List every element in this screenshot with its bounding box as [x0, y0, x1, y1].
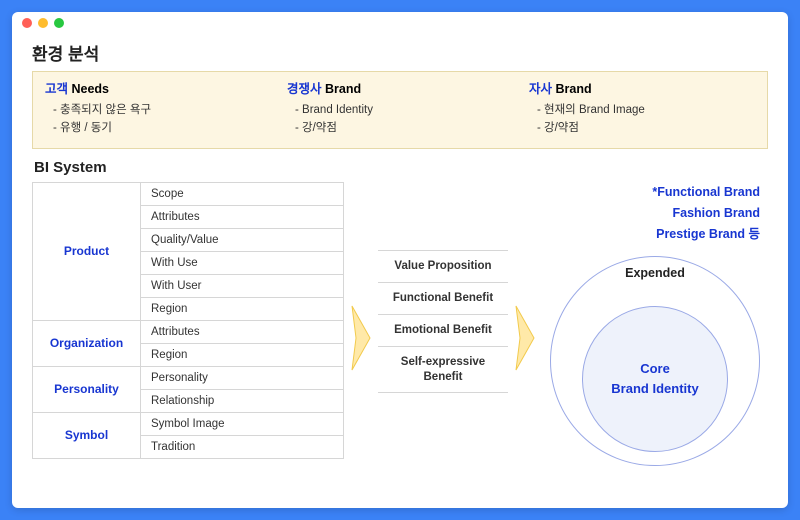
matrix-cells: Symbol ImageTradition — [141, 413, 343, 458]
chevron-right-icon — [514, 302, 536, 374]
brand-type-item: Fashion Brand — [542, 203, 760, 224]
matrix-cell: Region — [141, 297, 343, 320]
expanded-label: Expended — [545, 266, 765, 280]
content-area: 환경 분석 고객 Needs - 충족되지 않은 욕구 - 유행 / 동기 경쟁… — [12, 34, 788, 508]
env-analysis-box: 고객 Needs - 충족되지 않은 욕구 - 유행 / 동기 경쟁사 Bran… — [32, 71, 768, 149]
env-item: - 강/약점 — [529, 119, 755, 137]
brand-types-list: *Functional BrandFashion BrandPrestige B… — [542, 182, 768, 246]
env-item: - 충족되지 않은 욕구 — [45, 101, 271, 119]
env-item: - 유행 / 동기 — [45, 119, 271, 137]
env-col-own: 자사 Brand - 현재의 Brand Image - 강/약점 — [521, 78, 763, 138]
identity-column: *Functional BrandFashion BrandPrestige B… — [542, 182, 768, 466]
arrow-2 — [512, 182, 538, 374]
titlebar — [12, 12, 788, 34]
section2-title: BI System — [34, 159, 768, 176]
env-item: - 강/약점 — [287, 119, 513, 137]
chevron-right-icon — [350, 302, 372, 374]
matrix-cell: Relationship — [141, 389, 343, 412]
env-item: - Brand Identity — [287, 101, 513, 119]
matrix-row: ProductScopeAttributesQuality/ValueWith … — [33, 182, 343, 320]
env-title: 경쟁사 Brand — [287, 78, 513, 97]
matrix-row: SymbolSymbol ImageTradition — [33, 412, 343, 458]
window-max-dot[interactable] — [54, 18, 64, 28]
matrix-cell: With Use — [141, 251, 343, 274]
matrix-category: Organization — [33, 321, 141, 366]
matrix-row: OrganizationAttributesRegion — [33, 320, 343, 366]
matrix-cells: ScopeAttributesQuality/ValueWith UseWith… — [141, 183, 343, 320]
brand-type-item: Prestige Brand 등 — [542, 224, 760, 245]
env-title: 자사 Brand — [529, 78, 755, 97]
window-close-dot[interactable] — [22, 18, 32, 28]
core-label-2: Brand Identity — [611, 379, 698, 399]
bi-system-row: ProductScopeAttributesQuality/ValueWith … — [32, 182, 768, 466]
bi-matrix: ProductScopeAttributesQuality/ValueWith … — [32, 182, 344, 459]
matrix-cell: Attributes — [141, 205, 343, 228]
section1-title: 환경 분석 — [32, 40, 768, 65]
matrix-row: PersonalityPersonalityRelationship — [33, 366, 343, 412]
matrix-cell: Symbol Image — [141, 413, 343, 435]
matrix-cell: Tradition — [141, 435, 343, 458]
brand-type-item: *Functional Brand — [542, 182, 760, 203]
arrow-1 — [348, 182, 374, 374]
benefit-item: Emotional Benefit — [378, 314, 508, 346]
matrix-cell: Scope — [141, 183, 343, 205]
benefit-item: Value Proposition — [378, 250, 508, 282]
env-item: - 현재의 Brand Image — [529, 101, 755, 119]
matrix-cell: Quality/Value — [141, 228, 343, 251]
matrix-cell: With User — [141, 274, 343, 297]
env-col-competitor: 경쟁사 Brand - Brand Identity - 강/약점 — [279, 78, 521, 138]
benefit-item: Self-expressive Benefit — [378, 346, 508, 394]
benefit-item: Functional Benefit — [378, 282, 508, 314]
matrix-cell: Region — [141, 343, 343, 366]
matrix-cell: Personality — [141, 367, 343, 389]
matrix-category: Symbol — [33, 413, 141, 458]
app-window: 환경 분석 고객 Needs - 충족되지 않은 욕구 - 유행 / 동기 경쟁… — [12, 12, 788, 508]
benefits-column: Value PropositionFunctional BenefitEmoti… — [378, 182, 508, 394]
env-title: 고객 Needs — [45, 78, 271, 97]
matrix-cell: Attributes — [141, 321, 343, 343]
window-min-dot[interactable] — [38, 18, 48, 28]
matrix-category: Personality — [33, 367, 141, 412]
matrix-cells: PersonalityRelationship — [141, 367, 343, 412]
inner-circle: Core Brand Identity — [582, 306, 728, 452]
matrix-cells: AttributesRegion — [141, 321, 343, 366]
identity-circles: Expended Core Brand Identity — [545, 256, 765, 466]
env-col-customer: 고객 Needs - 충족되지 않은 욕구 - 유행 / 동기 — [37, 78, 279, 138]
core-label-1: Core — [640, 359, 670, 379]
matrix-category: Product — [33, 183, 141, 320]
